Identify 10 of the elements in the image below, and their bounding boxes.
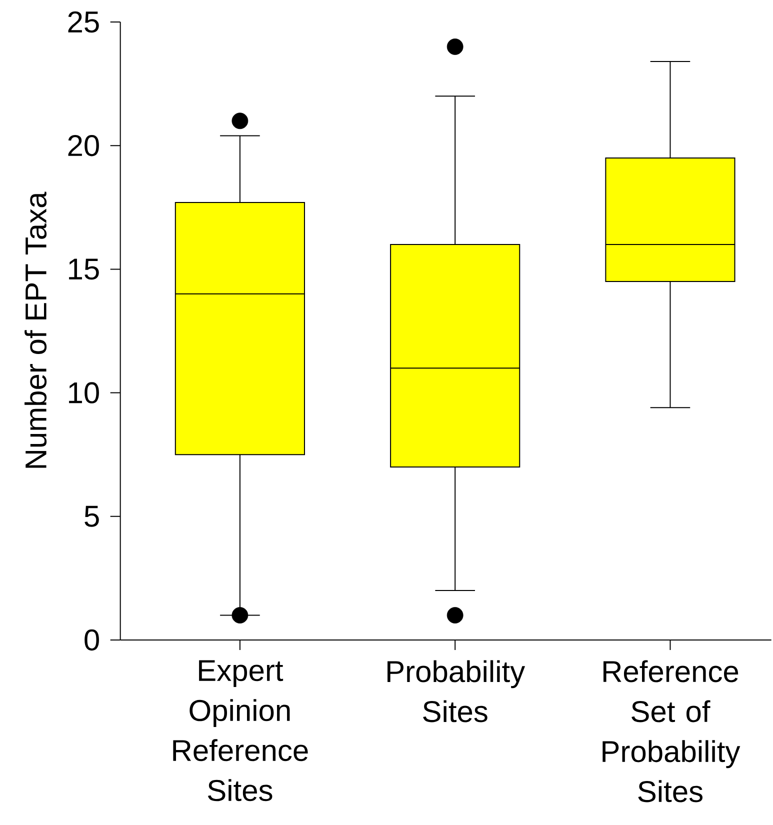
y-tick-label: 15 [68,258,99,280]
x-tick-label: Reference Set of Probability Sites [602,660,740,802]
x-tick-label: Expert Opinion Reference Sites [173,660,308,802]
x-tick-label: Probability Sites [387,660,525,722]
y-tick-label: 10 [68,382,99,404]
y-tick-label: 0 [84,629,99,651]
y-tick-label: 5 [84,506,99,527]
y-tick-label: 25 [68,11,99,33]
y-axis-title: Number of EPT Taxa [24,192,46,468]
y-tick-label: 20 [68,134,99,156]
